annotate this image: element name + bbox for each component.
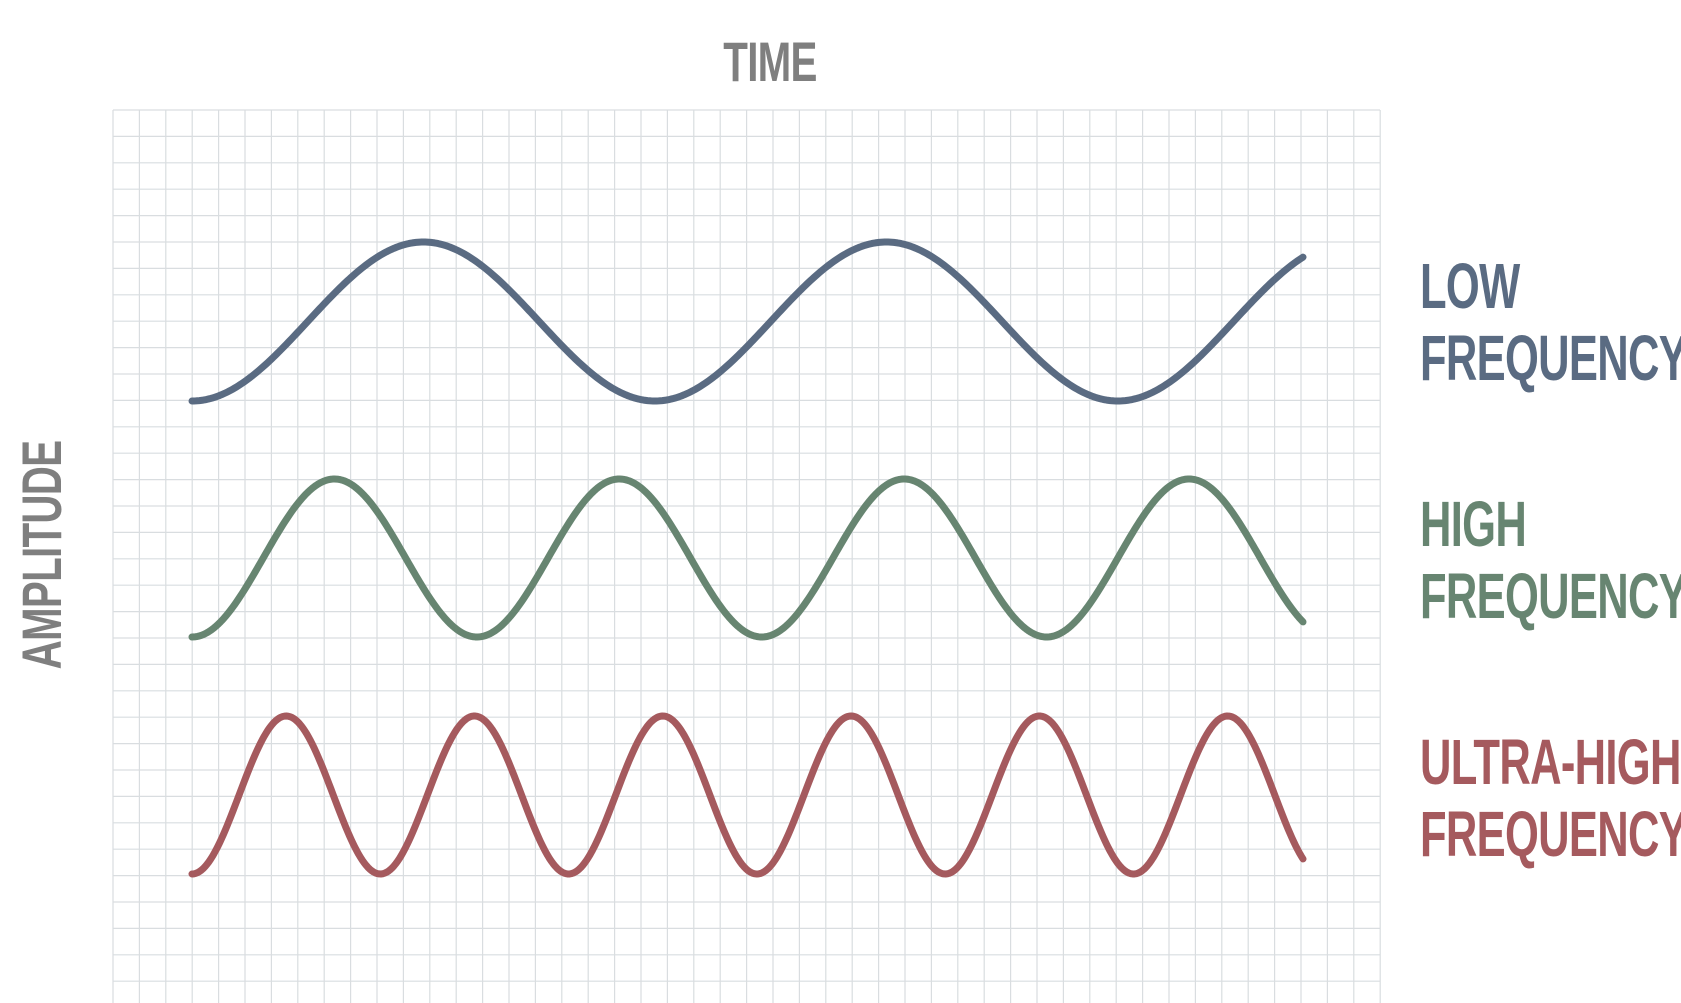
time-axis-title: TIME (723, 30, 817, 93)
legend-ultra-high-frequency: ULTRA-HIGH FREQUENCY (1420, 726, 1681, 870)
legend-low-line2: FREQUENCY (1420, 322, 1681, 394)
legend-low-line1: LOW (1420, 250, 1520, 322)
waves-group (188, 238, 1307, 878)
ultra-frequency-wave (188, 712, 1307, 878)
legend-ultra-line1: ULTRA-HIGH (1420, 726, 1681, 798)
high-frequency-wave (188, 475, 1307, 641)
low-frequency-wave (188, 238, 1307, 405)
legend-high-line2: FREQUENCY (1420, 560, 1681, 632)
legend-low-frequency: LOW FREQUENCY (1420, 250, 1681, 394)
legend-high-frequency: HIGH FREQUENCY (1420, 488, 1681, 632)
legend-high-line1: HIGH (1420, 488, 1527, 560)
graph-paper-grid (112, 109, 1381, 1003)
legend-ultra-line2: FREQUENCY (1420, 798, 1681, 870)
